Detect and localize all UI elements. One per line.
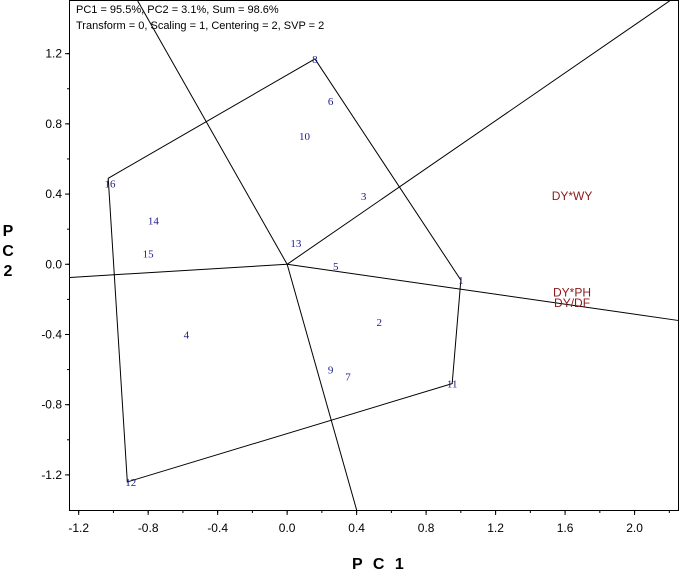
y-tick-label: -0.8 [41, 398, 62, 412]
settings-summary: Transform = 0, Scaling = 1, Centering = … [76, 20, 325, 32]
genotype-point-5: 5 [333, 261, 339, 273]
x-tick-label: 0.0 [279, 521, 296, 535]
x-axis-ticks: -1.2 -0.8 -0.4 0.0 0.4 0.8 1.2 1.6 2.0 [68, 510, 670, 535]
x-tick-label: 1.2 [487, 521, 504, 535]
sector-ray-5 [286, 264, 358, 511]
hull-polygon [107, 58, 462, 483]
sector-ray-3 [286, 0, 672, 265]
genotype-point-9: 9 [328, 365, 334, 377]
trait-label-3: DY/DF [554, 296, 590, 310]
genotype-point-10: 10 [299, 131, 311, 143]
x-tick-label: -0.4 [207, 521, 228, 535]
x-tick-label: 2.0 [626, 521, 643, 535]
genotype-point-2: 2 [376, 317, 382, 329]
genotype-point-14: 14 [148, 215, 160, 227]
genotype-point-11: 11 [447, 379, 458, 391]
sector-rays-layer [69, 0, 679, 511]
genotype-point-3: 3 [361, 191, 367, 203]
trait-label-2: DY*PH [553, 285, 591, 299]
x-axis-label: P C 1 [352, 556, 407, 573]
x-tick-label: 0.4 [348, 521, 365, 535]
y-tick-label: -0.4 [41, 327, 62, 341]
x-tick-label: -1.2 [68, 521, 89, 535]
y-tick-label: 0.0 [45, 257, 62, 271]
genotype-point-16: 16 [104, 179, 116, 191]
genotype-point-1: 1 [458, 275, 464, 287]
genotype-point-12: 12 [125, 477, 136, 489]
sector-ray-2 [137, 0, 288, 265]
x-tick-label: -0.8 [138, 521, 159, 535]
genotype-point-13: 13 [290, 238, 302, 250]
sector-ray-4 [287, 263, 679, 321]
y-tick-label: -1.2 [41, 468, 62, 482]
y-tick-label: 0.8 [45, 117, 62, 131]
y-tick-label: 1.2 [45, 47, 62, 61]
genotype-point-4: 4 [184, 329, 190, 341]
trait-label-1: DY*WY [552, 189, 593, 203]
variance-summary: PC1 = 95.5%, PC2 = 3.1%, Sum = 98.6% [76, 4, 279, 16]
genotype-point-15: 15 [143, 249, 155, 261]
genotype-point-7: 7 [345, 372, 351, 384]
x-tick-label: 0.8 [418, 521, 435, 535]
sector-ray-1 [69, 263, 288, 278]
x-tick-label: 1.6 [557, 521, 574, 535]
y-tick-label: 0.4 [45, 187, 62, 201]
genotype-point-6: 6 [328, 96, 334, 108]
genotype-point-8: 8 [312, 54, 318, 66]
polygon-layer [107, 58, 462, 483]
y-axis-ticks: 1.2 0.8 0.4 0.0 -0.4 -0.8 -1.2 [41, 47, 70, 482]
plot-area-frame [69, 0, 679, 511]
